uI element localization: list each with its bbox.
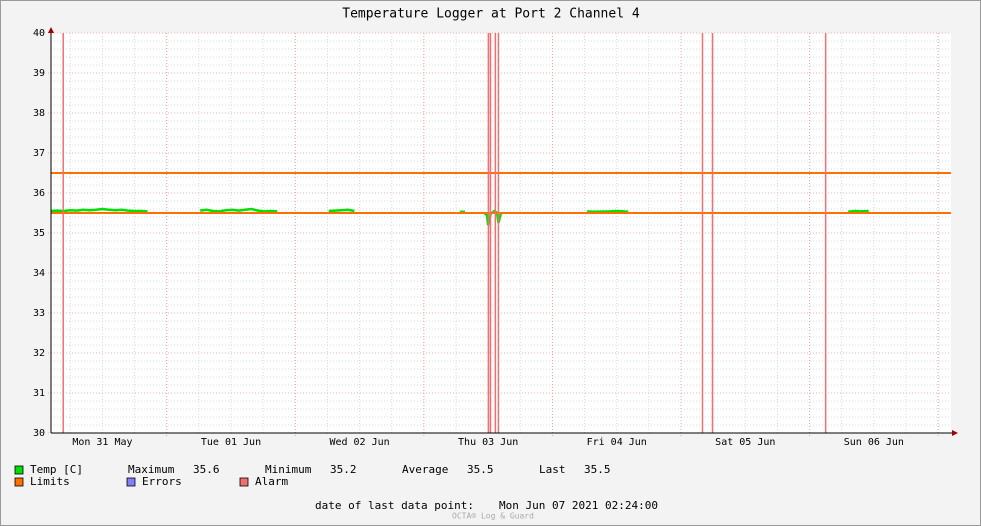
y-tick-label: 33 bbox=[33, 308, 45, 319]
temp-line bbox=[328, 208, 355, 213]
x-tick-label: Mon 31 May bbox=[72, 437, 132, 448]
stat-label: Maximum bbox=[128, 463, 175, 476]
legend-swatch bbox=[126, 477, 136, 487]
stat-label: Average bbox=[402, 463, 448, 476]
stat-value: 35.5 bbox=[467, 463, 494, 476]
y-tick-label: 31 bbox=[33, 388, 45, 399]
y-tick-label: 37 bbox=[33, 148, 45, 159]
y-tick-label: 39 bbox=[33, 68, 45, 79]
watermark: OCTA® Log & Guard bbox=[452, 512, 534, 521]
legend-swatch bbox=[239, 477, 249, 487]
stat-label: Minimum bbox=[265, 463, 312, 476]
marks bbox=[50, 33, 951, 433]
grid: 30 31 32 33 34 35 36 37 38 39 40 Mon 31 May Tue 01 J… bbox=[33, 28, 951, 448]
temp-line bbox=[199, 207, 278, 213]
y-tick-label: 38 bbox=[33, 108, 45, 119]
x-tick-label: Wed 02 Jun bbox=[329, 437, 389, 448]
x-tick-label: Fri 04 Jun bbox=[587, 437, 647, 448]
chart-title: Temperature Logger at Port 2 Channel 4 bbox=[342, 7, 640, 22]
legend-label: Limits bbox=[30, 475, 70, 488]
stat-label: Last bbox=[539, 463, 566, 476]
y-tick-label: 34 bbox=[33, 268, 45, 279]
stat-value: 35.5 bbox=[584, 463, 611, 476]
x-tick-label: Thu 03 Jun bbox=[458, 437, 518, 448]
temp-line bbox=[847, 209, 869, 214]
x-tick-label: Sun 06 Jun bbox=[844, 437, 904, 448]
stat-value: 35.6 bbox=[193, 463, 220, 476]
legend-label: Temp [C] bbox=[30, 463, 83, 476]
x-tick-label: Tue 01 Jun bbox=[201, 437, 261, 448]
legend-swatch bbox=[14, 477, 24, 487]
legend-swatch bbox=[14, 465, 24, 475]
y-axis-arrow bbox=[48, 27, 54, 33]
stat-value: 35.2 bbox=[330, 463, 357, 476]
x-axis-arrow bbox=[952, 430, 958, 436]
y-tick-label: 36 bbox=[33, 188, 45, 199]
y-tick-label: 40 bbox=[33, 28, 45, 39]
temp-line bbox=[587, 209, 629, 214]
footer-label: date of last data point: bbox=[315, 499, 474, 512]
x-tick-label: Sat 05 Jun bbox=[715, 437, 775, 448]
y-tick-label: 30 bbox=[33, 428, 45, 439]
y-tick-label: 32 bbox=[33, 348, 45, 359]
temp-line bbox=[50, 207, 148, 213]
axes bbox=[48, 27, 958, 436]
footer-value: Mon Jun 07 2021 02:24:00 bbox=[499, 499, 658, 512]
y-tick-label: 35 bbox=[33, 228, 45, 239]
legend-label: Errors bbox=[142, 475, 182, 488]
legend-label: Alarm bbox=[255, 475, 288, 488]
